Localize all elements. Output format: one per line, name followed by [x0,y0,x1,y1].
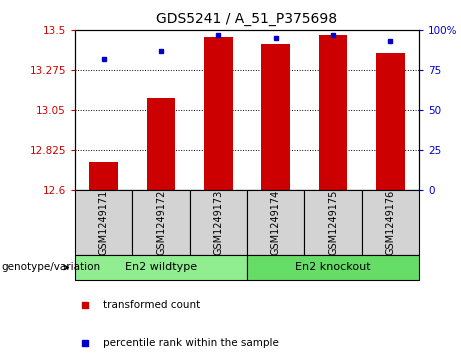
Bar [75,255,247,280]
Text: GSM1249171: GSM1249171 [99,190,109,255]
Bar [204,37,233,190]
Text: percentile rank within the sample: percentile rank within the sample [102,338,278,348]
Bar [89,162,118,190]
Bar [304,190,362,255]
Text: GSM1249172: GSM1249172 [156,190,166,255]
Text: En2 wildtype: En2 wildtype [125,262,197,273]
Text: GSM1249174: GSM1249174 [271,190,281,255]
Text: GSM1249176: GSM1249176 [385,190,396,255]
Text: transformed count: transformed count [102,301,200,310]
Bar [132,190,189,255]
Text: GSM1249175: GSM1249175 [328,190,338,255]
Bar [261,44,290,190]
Text: genotype/variation: genotype/variation [1,262,100,273]
Bar [75,190,132,255]
Bar [362,190,419,255]
Bar [319,35,347,190]
Text: GSM1249173: GSM1249173 [213,190,223,255]
Bar [247,255,419,280]
Bar [376,53,405,190]
Bar [247,190,304,255]
Text: En2 knockout: En2 knockout [295,262,371,273]
Bar [147,98,175,190]
Title: GDS5241 / A_51_P375698: GDS5241 / A_51_P375698 [156,12,337,26]
Bar [189,190,247,255]
